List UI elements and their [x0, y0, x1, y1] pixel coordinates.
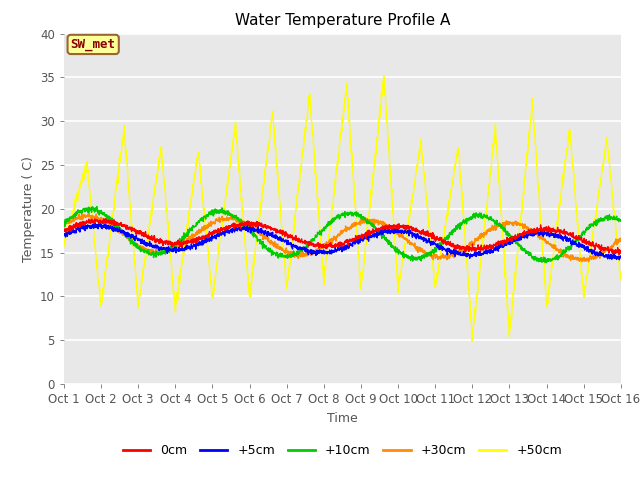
+50cm: [358, 272, 366, 278]
0cm: [584, 239, 591, 245]
+50cm: [584, 267, 591, 273]
Line: +5cm: +5cm: [64, 223, 621, 260]
0cm: [216, 230, 223, 236]
+50cm: [216, 241, 223, 247]
0cm: [617, 251, 625, 256]
+5cm: [359, 236, 367, 241]
+30cm: [359, 218, 367, 224]
+10cm: [60, 222, 68, 228]
+30cm: [568, 256, 575, 262]
0cm: [102, 216, 109, 222]
+5cm: [616, 257, 623, 263]
0cm: [504, 237, 512, 243]
+30cm: [504, 219, 512, 225]
+50cm: [468, 338, 476, 344]
+10cm: [568, 242, 576, 248]
Y-axis label: Temperature ( C): Temperature ( C): [22, 156, 35, 262]
+5cm: [617, 253, 625, 259]
+30cm: [216, 216, 223, 222]
+5cm: [216, 231, 223, 237]
+30cm: [85, 210, 93, 216]
Text: SW_met: SW_met: [70, 38, 116, 51]
Line: +30cm: +30cm: [64, 213, 621, 262]
+30cm: [585, 259, 593, 264]
+10cm: [359, 214, 367, 220]
+5cm: [92, 220, 99, 226]
+10cm: [93, 204, 100, 209]
+50cm: [617, 277, 625, 283]
0cm: [60, 226, 68, 231]
Title: Water Temperature Profile A: Water Temperature Profile A: [235, 13, 450, 28]
+30cm: [60, 221, 68, 227]
Line: +50cm: +50cm: [64, 76, 621, 341]
+50cm: [568, 155, 576, 160]
0cm: [359, 234, 367, 240]
+50cm: [380, 73, 388, 79]
+30cm: [371, 217, 379, 223]
+10cm: [216, 210, 223, 216]
+5cm: [568, 240, 575, 245]
+30cm: [617, 238, 625, 244]
X-axis label: Time: Time: [327, 411, 358, 425]
+5cm: [371, 230, 379, 236]
+10cm: [504, 233, 512, 239]
+10cm: [371, 225, 379, 231]
+50cm: [60, 242, 68, 248]
+5cm: [504, 240, 512, 246]
+50cm: [371, 158, 378, 164]
+5cm: [584, 246, 591, 252]
+10cm: [584, 226, 591, 232]
0cm: [568, 231, 575, 237]
Line: 0cm: 0cm: [64, 219, 621, 255]
+10cm: [543, 260, 550, 265]
Line: +10cm: +10cm: [64, 206, 621, 263]
+5cm: [60, 231, 68, 237]
0cm: [616, 252, 623, 258]
Legend: 0cm, +5cm, +10cm, +30cm, +50cm: 0cm, +5cm, +10cm, +30cm, +50cm: [118, 439, 567, 462]
0cm: [371, 228, 379, 234]
+50cm: [505, 319, 513, 325]
+10cm: [617, 218, 625, 224]
+30cm: [584, 255, 591, 261]
